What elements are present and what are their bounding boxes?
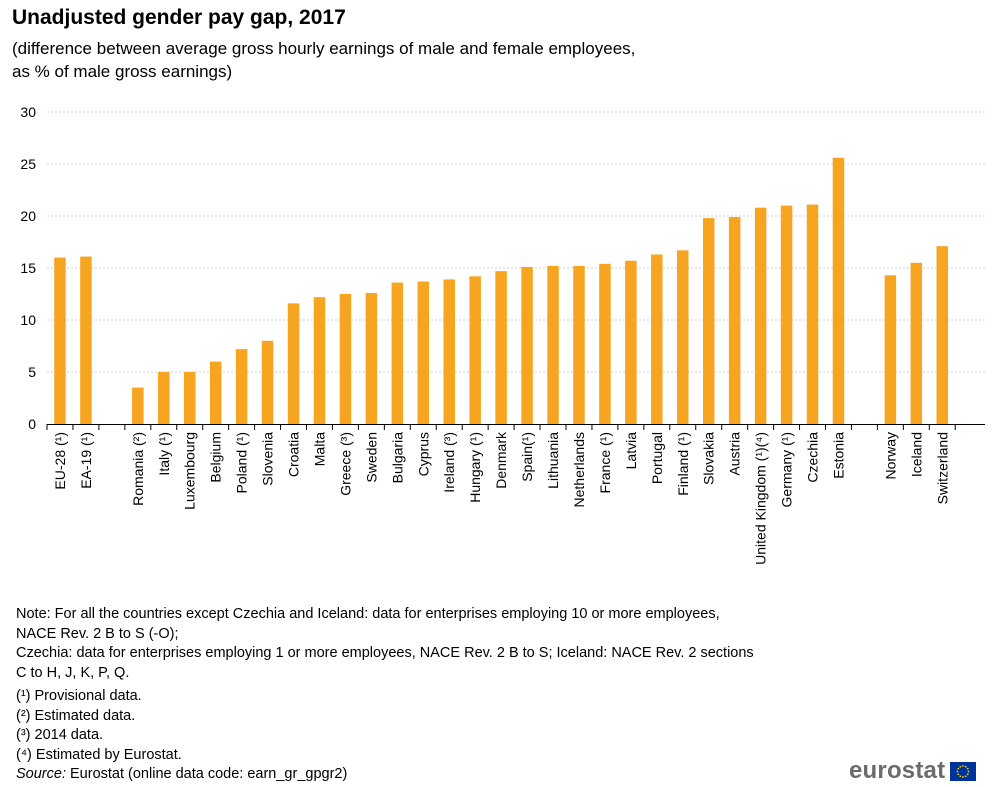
eu-flag-icon (950, 761, 977, 781)
bar (936, 246, 949, 424)
x-category-label: Belgium (208, 432, 224, 483)
bar (261, 340, 274, 424)
x-category-label: Portugal (649, 432, 665, 484)
bar (80, 256, 92, 424)
x-category-label: Poland (¹) (234, 432, 250, 493)
chart-notes: Note: For all the countries except Czech… (16, 605, 896, 785)
x-category-label: Denmark (493, 431, 509, 489)
x-category-label: Lithuania (545, 432, 561, 489)
x-category-label: Cyprus (415, 432, 431, 476)
bar (910, 262, 923, 424)
bar (287, 303, 300, 424)
x-category-label: Sweden (363, 432, 379, 483)
note-line-3: Czechia: data for enterprises employing … (16, 645, 754, 661)
x-category-label: Luxembourg (182, 432, 198, 510)
y-tick-label: 30 (20, 104, 36, 120)
x-category-label: Austria (727, 432, 743, 476)
x-category-label: United Kingdom (¹)(⁴) (753, 432, 769, 565)
y-tick-label: 15 (20, 260, 36, 276)
note-line-4: C to H, J, K, P, Q. (16, 664, 130, 681)
x-category-label: Switzerland (934, 432, 950, 504)
bar (235, 349, 248, 424)
y-tick-label: 20 (20, 208, 36, 224)
x-category-label: Croatia (286, 432, 302, 477)
bar (728, 217, 741, 424)
bar (702, 218, 715, 424)
bar (625, 260, 637, 424)
x-category-label: Slovenia (260, 432, 276, 486)
bar (677, 250, 689, 424)
x-category-label: Netherlands (571, 432, 587, 508)
bar (780, 205, 793, 424)
bar (573, 265, 585, 424)
x-category-label: Norway (882, 432, 898, 479)
bar (806, 204, 819, 424)
bar (132, 387, 144, 424)
x-category-label: Greece (³) (337, 432, 353, 496)
source-text: Eurostat (online data code: earn_gr_gpgr… (65, 766, 348, 782)
bar (183, 372, 196, 424)
x-category-label: Iceland (908, 432, 924, 477)
x-category-label: France (¹) (597, 432, 613, 493)
y-tick-label: 25 (20, 156, 36, 172)
bar (339, 294, 352, 424)
x-category-label: Hungary (¹) (467, 432, 483, 503)
x-category-label: Romania (²) (130, 432, 146, 506)
x-category-label: Bulgaria (389, 432, 405, 484)
note-line-1: Note: For all the countries except Czech… (16, 606, 720, 622)
footnote-3: (³) 2014 data. (16, 727, 104, 743)
bar (884, 275, 897, 424)
y-tick-label: 10 (20, 312, 36, 328)
source-label: Source: (16, 766, 66, 782)
x-category-label: Italy (¹) (156, 432, 172, 476)
x-category-label: Latvia (623, 432, 639, 470)
bar (54, 257, 66, 424)
x-category-label: Malta (311, 432, 327, 466)
logo-text: eurostat (849, 757, 946, 784)
x-category-label: Ireland (³) (441, 432, 457, 493)
x-category-label: EU-28 (¹) (52, 432, 68, 490)
bar (443, 279, 455, 424)
x-category-label: Estonia (830, 432, 846, 479)
source-line: Source: Eurostat (online data code: earn… (16, 765, 896, 785)
bar (495, 271, 507, 424)
bar (365, 292, 378, 424)
chart-subtitle: (difference between average gross hourly… (12, 37, 832, 83)
bar (469, 276, 481, 424)
bar (313, 297, 326, 424)
bar-chart: 0 5 10 15 20 25 30 EU-28 (¹) EA-19 (¹) Romania (²… (20, 104, 985, 565)
bar (417, 281, 430, 424)
bar (521, 266, 533, 424)
chart-title: Unadjusted gender pay gap, 2017 (12, 6, 346, 29)
bar (754, 207, 767, 424)
x-category-label: Germany (¹) (779, 432, 795, 507)
subtitle-line-1: (difference between average gross hourly… (12, 39, 636, 58)
x-category-label: Czechia (805, 432, 821, 483)
footnote-4: (⁴) Estimated by Eurostat. (16, 746, 182, 763)
bar (651, 254, 663, 424)
x-category-label: EA-19 (¹) (78, 432, 94, 489)
y-tick-label: 0 (28, 416, 36, 432)
bar (547, 265, 559, 424)
footnote-2: (²) Estimated data. (16, 707, 136, 724)
y-tick-label: 5 (28, 364, 36, 380)
bar (158, 372, 170, 424)
subtitle-line-2: as % of male gross earnings) (12, 62, 233, 81)
bar (599, 263, 611, 424)
bar (209, 361, 222, 424)
bar (832, 157, 845, 424)
x-category-label: Spain(¹) (519, 432, 535, 482)
eurostat-logo: eurostat (849, 757, 977, 785)
footnote-1: (¹) Provisional data. (16, 688, 142, 704)
x-category-label: Slovakia (701, 432, 717, 485)
bar (391, 282, 404, 424)
note-line-2: NACE Rev. 2 B to S (-O); (16, 625, 179, 642)
x-category-label: Finland (¹) (675, 432, 691, 496)
